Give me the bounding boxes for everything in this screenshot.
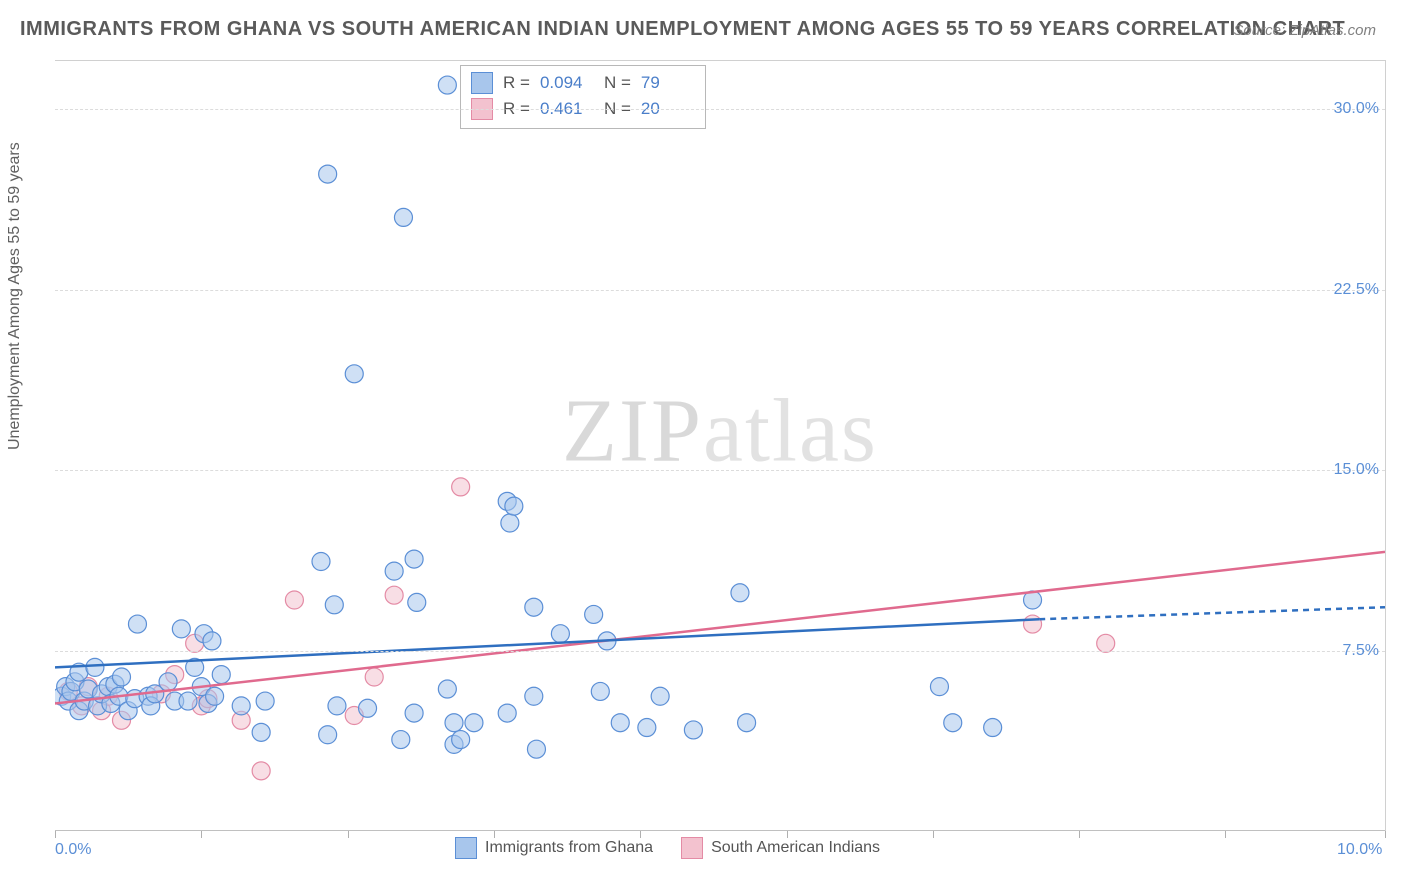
x-tick-mark	[1225, 831, 1226, 838]
data-point	[385, 586, 403, 604]
legend-item-1: South American Indians	[681, 837, 880, 859]
data-point	[525, 687, 543, 705]
data-point	[405, 704, 423, 722]
x-tick-mark	[640, 831, 641, 838]
data-point	[232, 697, 250, 715]
source-value: ZipAtlas.com	[1289, 22, 1376, 39]
x-tick-mark	[933, 831, 934, 838]
chart-title: IMMIGRANTS FROM GHANA VS SOUTH AMERICAN …	[20, 18, 1345, 41]
data-point	[113, 668, 131, 686]
gridline	[55, 109, 1385, 110]
data-point	[385, 562, 403, 580]
legend-bottom: Immigrants from Ghana South American Ind…	[455, 837, 880, 859]
data-point	[445, 714, 463, 732]
legend-swatch-1	[681, 837, 703, 859]
y-tick-label: 7.5%	[1343, 642, 1379, 660]
data-point	[345, 365, 363, 383]
legend-label-1: South American Indians	[711, 839, 880, 857]
data-point	[585, 605, 603, 623]
source-attribution: Source: ZipAtlas.com	[1233, 22, 1376, 39]
x-tick-mark	[494, 831, 495, 838]
data-point	[465, 714, 483, 732]
data-point	[172, 620, 190, 638]
data-point	[206, 687, 224, 705]
data-point	[505, 497, 523, 515]
data-point	[408, 593, 426, 611]
data-point	[86, 658, 104, 676]
x-tick-mark	[201, 831, 202, 838]
x-tick-label: 10.0%	[1337, 841, 1382, 859]
data-point	[684, 721, 702, 739]
data-point	[731, 584, 749, 602]
legend-swatch-0	[455, 837, 477, 859]
swatch-series-0	[471, 72, 493, 94]
r-value-0: 0.094	[540, 73, 594, 93]
legend-item-0: Immigrants from Ghana	[455, 837, 653, 859]
data-point	[452, 478, 470, 496]
data-point	[405, 550, 423, 568]
legend-label-0: Immigrants from Ghana	[485, 839, 653, 857]
data-point	[930, 678, 948, 696]
data-point	[438, 680, 456, 698]
y-tick-label: 22.5%	[1334, 281, 1379, 299]
plot-area: ZIPatlas R = 0.094 N = 79 R = 0.461 N = …	[55, 60, 1386, 831]
data-point	[591, 682, 609, 700]
data-point	[365, 668, 383, 686]
data-point	[944, 714, 962, 732]
data-point	[312, 553, 330, 571]
data-point	[525, 598, 543, 616]
x-axis	[55, 822, 1385, 831]
data-point	[319, 726, 337, 744]
trend-line	[55, 552, 1385, 704]
r-label-0: R =	[503, 73, 530, 93]
x-tick-mark	[348, 831, 349, 838]
gridline	[55, 290, 1385, 291]
data-point	[256, 692, 274, 710]
data-point	[252, 723, 270, 741]
data-point	[611, 714, 629, 732]
gridline	[55, 470, 1385, 471]
x-tick-mark	[55, 831, 56, 838]
data-point	[438, 76, 456, 94]
stats-legend-box: R = 0.094 N = 79 R = 0.461 N = 20	[460, 65, 706, 129]
data-point	[285, 591, 303, 609]
stats-row-0: R = 0.094 N = 79	[471, 70, 695, 96]
data-point	[638, 719, 656, 737]
y-tick-label: 15.0%	[1334, 461, 1379, 479]
data-point	[527, 740, 545, 758]
x-tick-mark	[1385, 831, 1386, 838]
data-point	[325, 596, 343, 614]
data-point	[394, 208, 412, 226]
data-point	[1024, 615, 1042, 633]
data-point	[359, 699, 377, 717]
trend-line	[1039, 607, 1385, 619]
data-point	[212, 666, 230, 684]
y-axis-label: Unemployment Among Ages 55 to 59 years	[6, 142, 24, 450]
data-point	[179, 692, 197, 710]
n-value-0: 79	[641, 73, 695, 93]
data-point	[252, 762, 270, 780]
source-label: Source:	[1233, 22, 1285, 39]
y-tick-label: 30.0%	[1334, 100, 1379, 118]
data-point	[392, 731, 410, 749]
data-point	[551, 625, 569, 643]
data-point	[501, 514, 519, 532]
data-point	[651, 687, 669, 705]
data-point	[984, 719, 1002, 737]
x-tick-mark	[1079, 831, 1080, 838]
data-point	[159, 673, 177, 691]
data-point	[328, 697, 346, 715]
data-point	[498, 704, 516, 722]
data-point	[319, 165, 337, 183]
x-tick-mark	[787, 831, 788, 838]
data-point	[128, 615, 146, 633]
plot-svg	[55, 61, 1385, 831]
data-point	[738, 714, 756, 732]
chart-container: IMMIGRANTS FROM GHANA VS SOUTH AMERICAN …	[0, 0, 1406, 892]
data-point	[452, 731, 470, 749]
gridline	[55, 651, 1385, 652]
data-point	[203, 632, 221, 650]
x-tick-label: 0.0%	[55, 841, 91, 859]
n-label-0: N =	[604, 73, 631, 93]
